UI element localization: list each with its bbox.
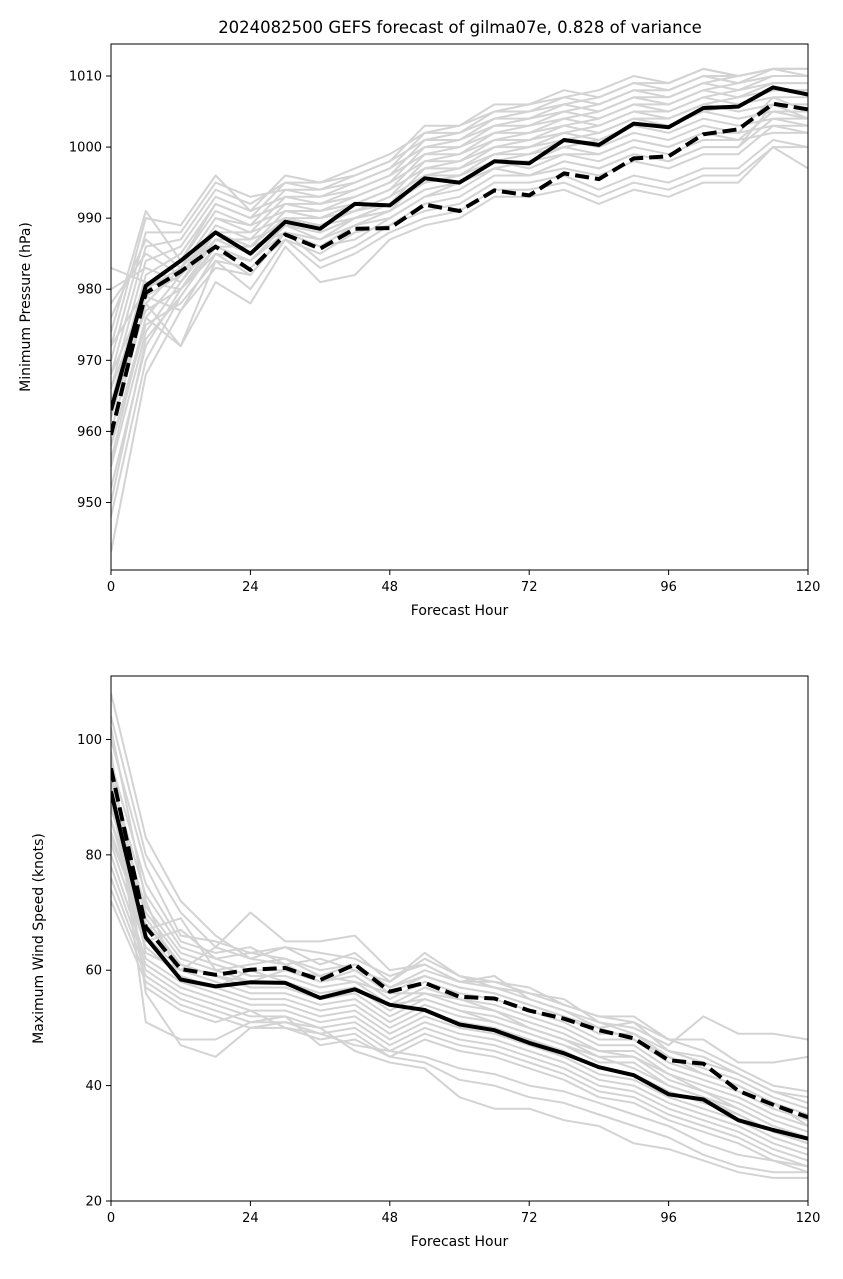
pressure-ensemble-member-1 xyxy=(111,89,808,553)
pressure-ensemble-member-10 xyxy=(111,82,808,375)
pressure-ensemble-member-7 xyxy=(111,67,808,418)
wind-y-tick-label: 100 xyxy=(77,733,102,748)
pressure-ensemble-member-12 xyxy=(111,96,808,347)
wind-x-axis-label: Forecast Hour xyxy=(411,1234,509,1250)
wind-mean-dashed-line xyxy=(111,767,808,1120)
wind-x-tick-label: 48 xyxy=(382,1211,399,1226)
wind-y-tick-label: 80 xyxy=(85,848,102,863)
pressure-ensemble-member-20 xyxy=(111,139,808,390)
pressure-x-tick-label: 24 xyxy=(242,580,259,595)
pressure-x-tick-label: 120 xyxy=(796,580,821,595)
pressure-ensemble-member-24 xyxy=(111,103,808,503)
pressure-y-tick-label: 960 xyxy=(77,425,102,440)
pressure-ensemble-member-25 xyxy=(111,96,808,347)
wind-ensemble-member-20 xyxy=(111,819,808,1093)
pressure-y-tick-label: 990 xyxy=(77,212,102,227)
pressure-y-tick-label: 950 xyxy=(77,496,102,511)
wind-ensemble-member-14 xyxy=(111,889,808,1168)
pressure-y-tick-label: 1010 xyxy=(69,69,102,84)
wind-ensemble-member-19 xyxy=(111,802,808,1099)
wind-x-tick-label: 24 xyxy=(242,1211,259,1226)
pressure-ensemble-member-18 xyxy=(111,146,808,461)
wind-ensemble-member-1 xyxy=(111,693,808,1064)
pressure-mean-solid-line xyxy=(111,85,808,411)
pressure-x-tick-label: 48 xyxy=(382,580,399,595)
pressure-x-tick-label: 72 xyxy=(521,580,538,595)
wind-ensemble-member-12 xyxy=(111,866,808,1156)
pressure-ensemble-member-23 xyxy=(111,110,808,375)
wind-y-axis-label: Maximum Wind Speed (knots) xyxy=(31,833,47,1044)
figure-title: 2024082500 GEFS forecast of gilma07e, 0.… xyxy=(218,18,702,37)
pressure-ensemble-member-16 xyxy=(111,124,808,291)
pressure-x-axis-label: Forecast Hour xyxy=(411,603,509,619)
wind-x-tick-label: 0 xyxy=(107,1211,115,1226)
wind-x-tick-label: 72 xyxy=(521,1211,538,1226)
pressure-y-tick-label: 980 xyxy=(77,283,102,298)
wind-ensemble-member-22 xyxy=(111,727,808,1145)
wind-x-tick-label: 120 xyxy=(796,1211,821,1226)
wind-ensemble-member-23 xyxy=(111,773,808,1139)
pressure-ensemble-member-13 xyxy=(111,103,808,333)
wind-ensemble-member-16 xyxy=(111,750,808,1179)
pressure-panel: 0 24 48 72 96 120 950 960 970 980 990 1000 1010 Forec… xyxy=(18,43,821,619)
wind-panel: 0 24 48 72 96 120 20 40 60 80 100 Forecast Hour Maxi… xyxy=(31,675,821,1250)
wind-y-tick-label: 60 xyxy=(85,964,102,979)
wind-axes-frame xyxy=(110,675,809,1202)
wind-y-tick-label: 40 xyxy=(85,1079,102,1094)
wind-mean-solid-line xyxy=(111,790,808,1141)
wind-y-tick-label: 20 xyxy=(85,1195,102,1210)
pressure-y-tick-label: 970 xyxy=(77,354,102,369)
pressure-plot-area xyxy=(111,67,808,553)
wind-ensemble-member-3 xyxy=(111,739,808,1104)
pressure-x-tick-label: 96 xyxy=(660,580,677,595)
pressure-y-tick-label: 1000 xyxy=(69,141,102,156)
wind-ensemble-member-7 xyxy=(111,808,808,1127)
pressure-axes-frame xyxy=(110,43,809,571)
pressure-ensemble-member-6 xyxy=(111,67,808,432)
wind-ensemble-member-17 xyxy=(111,768,808,1174)
wind-ensemble-member-13 xyxy=(111,877,808,1162)
pressure-ensemble-member-14 xyxy=(111,110,808,319)
wind-ensemble-member-2 xyxy=(111,716,808,1047)
wind-ensemble-member-15 xyxy=(111,900,808,1174)
pressure-x-tick-label: 0 xyxy=(107,580,115,595)
pressure-mean-dashed-line xyxy=(111,101,808,436)
wind-ensemble-member-21 xyxy=(111,837,808,1127)
wind-plot-area xyxy=(111,693,808,1179)
wind-ensemble-member-11 xyxy=(111,854,808,1151)
wind-x-tick-label: 96 xyxy=(660,1211,677,1226)
wind-ensemble-member-18 xyxy=(111,785,808,1168)
pressure-y-axis-label: Minimum Pressure (hPa) xyxy=(18,222,34,392)
pressure-ensemble-member-15 xyxy=(111,117,808,304)
wind-ensemble-member-5 xyxy=(111,779,808,1116)
pressure-ensemble-member-21 xyxy=(111,124,808,446)
